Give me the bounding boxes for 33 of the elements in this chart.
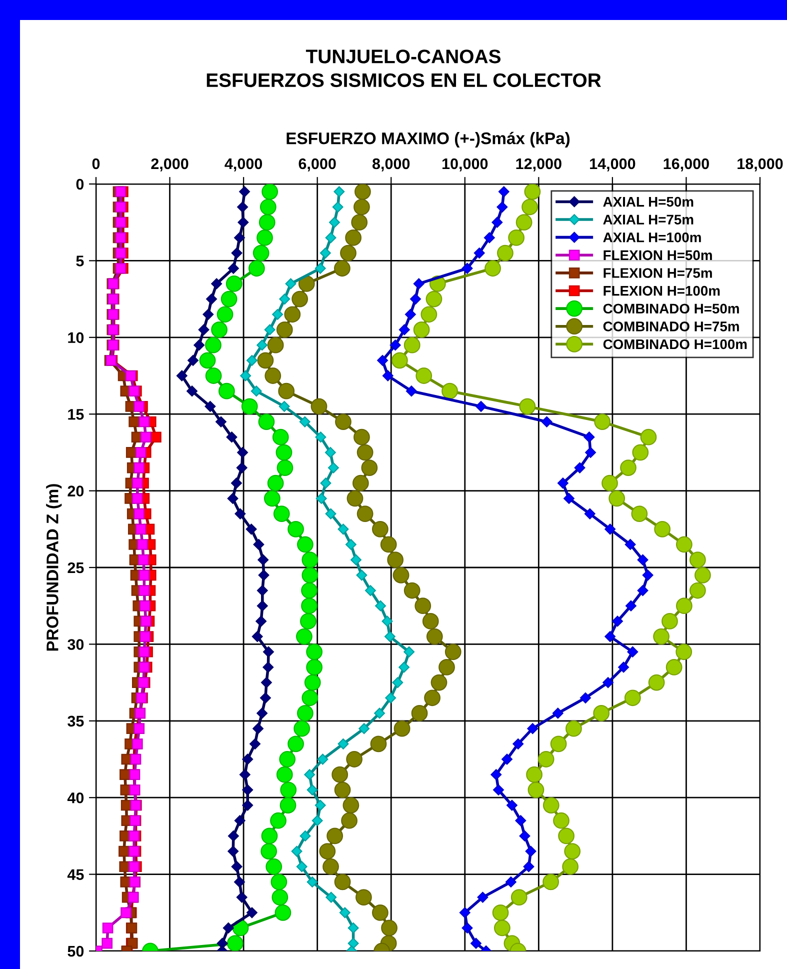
x-tick-label: 0 bbox=[92, 158, 100, 170]
y-tick-label: 20 bbox=[68, 486, 84, 496]
x-tick-label: 2,000 bbox=[151, 158, 188, 172]
x-axis-title: ESFUERZO MAXIMO (+-)Smáx (kPa) bbox=[286, 132, 570, 148]
chart-title: TUNJUELO-CANOAS ESFUERZOS SISMICOS EN EL COLECTOR bbox=[206, 50, 602, 88]
x-tick-label: 10,000 bbox=[442, 158, 488, 172]
y-axis-title: PROFUNDIDAD Z (m) bbox=[46, 484, 62, 651]
legend-label: FLEXION H=100m bbox=[604, 286, 720, 296]
legend-label: AXIAL H=50m bbox=[603, 196, 694, 207]
legend-label: COMBINADO H=50m bbox=[603, 304, 739, 314]
y-tick-label: 35 bbox=[68, 716, 84, 727]
y-tick-label: 15 bbox=[68, 409, 84, 420]
y-tick-label: 50 bbox=[68, 946, 84, 957]
x-tick-label: 12,000 bbox=[516, 158, 562, 172]
x-tick-label: 4,000 bbox=[224, 158, 262, 172]
y-tick-label: 10 bbox=[68, 332, 84, 344]
x-tick-label: 8,000 bbox=[372, 158, 410, 172]
legend-label: COMBINADO H=75m bbox=[603, 322, 739, 332]
legend-label: FLEXION H=75m bbox=[604, 268, 712, 278]
y-tick-label: 25 bbox=[68, 562, 84, 574]
y-tick-label: 30 bbox=[68, 639, 84, 650]
y-tick-label: 5 bbox=[76, 256, 84, 266]
legend-label: AXIAL H=100m bbox=[603, 232, 701, 242]
x-tick-label: 6,000 bbox=[298, 158, 336, 172]
y-tick-label: 45 bbox=[67, 869, 84, 880]
legend-label: COMBINADO H=100m bbox=[603, 339, 747, 350]
x-tick-label: 16,000 bbox=[664, 158, 709, 172]
legend-label: AXIAL H=75m bbox=[603, 214, 694, 225]
y-tick-label: 40 bbox=[67, 792, 84, 804]
legend-label: FLEXION H=50m bbox=[604, 250, 712, 260]
x-tick-label: 14,000 bbox=[590, 158, 636, 172]
y-tick-label: 0 bbox=[76, 178, 84, 190]
x-tick-label: 18,000 bbox=[738, 158, 783, 172]
